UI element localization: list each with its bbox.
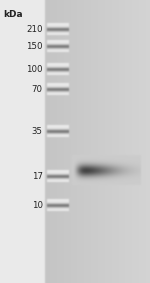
Text: 35: 35 (32, 127, 43, 136)
Text: kDa: kDa (3, 10, 23, 19)
Text: 17: 17 (32, 172, 43, 181)
Text: 70: 70 (32, 85, 43, 94)
Text: 100: 100 (26, 65, 43, 74)
Text: 150: 150 (26, 42, 43, 51)
Text: 210: 210 (26, 25, 43, 34)
Text: 10: 10 (32, 201, 43, 210)
